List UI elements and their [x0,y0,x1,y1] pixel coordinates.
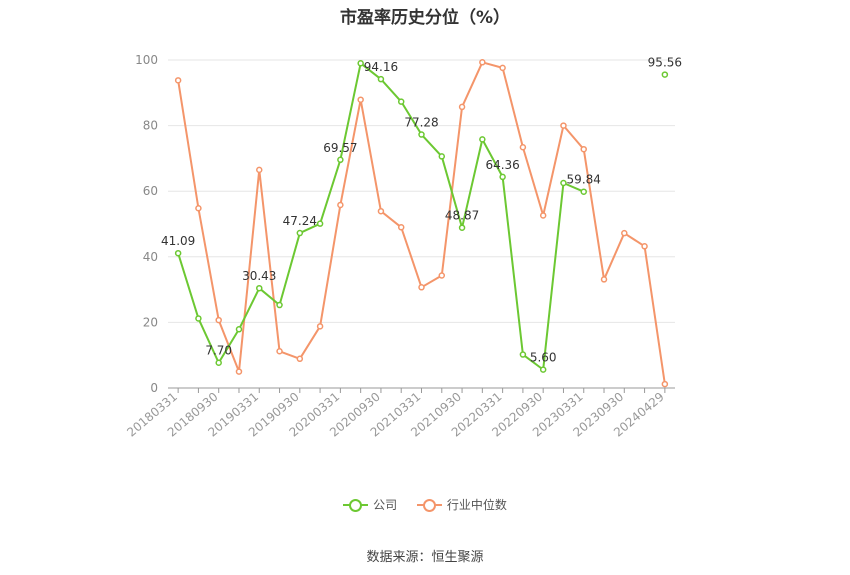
data-point [661,71,669,78]
data-point [337,201,344,209]
data-point [215,316,222,324]
data-point [377,207,385,215]
data-point [580,145,587,153]
data-point [337,156,344,164]
y-tick-label: 0 [150,381,158,395]
series-industry-median [174,59,669,388]
data-source-note: 数据来源：恒生聚源 [366,550,484,565]
data-point [458,103,466,111]
data-point [560,179,567,187]
data-point [195,315,202,322]
data-point [418,284,425,291]
data-label: 95.56 [648,56,682,70]
data-point [215,359,222,366]
data-point [499,173,506,181]
data-point [296,229,304,237]
y-tick-label: 60 [143,184,158,198]
series-layer [174,59,669,388]
data-point [377,75,385,83]
data-point [276,348,283,355]
legend: 公司 行业中位数 [0,496,850,515]
legend-label-industry-median: 行业中位数 [446,498,507,512]
data-point [316,220,324,227]
data-label: 59.84 [567,173,601,187]
data-labels: 41.09 7.70 30.43 47.24 69.57 94.16 77.28 48.87 6… [161,56,682,365]
data-label: 64.36 [485,158,519,172]
legend-swatch-industry-median [416,498,442,512]
x-axis-ticks: 2018033120180930201903312019093020200331… [124,388,667,440]
data-label: 48.87 [445,209,479,223]
data-label: 94.16 [364,60,398,74]
data-point [174,249,182,257]
data-point [174,77,182,84]
data-point [195,205,202,212]
legend-item-industry-median[interactable]: 行业中位数 [416,496,507,513]
y-tick-label: 100 [135,53,158,67]
series-line [177,61,666,385]
series-line [177,62,585,371]
data-point [458,224,466,231]
data-point [235,368,243,375]
data-point [641,243,648,250]
data-point [438,272,446,279]
data-label: 47.24 [283,214,317,228]
data-point [519,351,527,358]
data-point [539,212,547,219]
series-company [174,60,669,373]
data-point [499,64,506,72]
chart-title: 市盈率历史分位（%） [339,8,511,28]
data-label: 41.09 [161,234,195,248]
y-tick-label: 80 [143,119,158,133]
data-point [256,284,263,292]
data-point [397,224,405,231]
data-point [479,136,486,143]
data-point [357,96,364,103]
legend-swatch-company [343,498,369,512]
data-point [600,276,608,283]
legend-item-company[interactable]: 公司 [343,496,397,513]
y-tick-label: 20 [143,315,158,329]
data-point [519,143,527,151]
data-point [661,380,669,388]
data-point [276,301,283,309]
data-point [357,60,364,67]
y-axis-ticks: 0 20 40 60 80 100 [135,53,158,395]
y-tick-label: 40 [143,250,158,264]
data-point [296,355,304,363]
data-point [438,153,446,160]
data-point [580,188,587,195]
data-point [397,98,405,105]
data-point [560,122,567,129]
data-point [418,131,425,138]
data-point [256,166,263,174]
data-label: 77.28 [404,116,438,130]
data-label: 69.57 [323,141,357,155]
legend-label-company: 公司 [373,498,398,512]
data-point [235,326,243,333]
data-label: 7.70 [205,344,232,358]
data-point [316,323,324,330]
data-label: 5.60 [530,351,557,365]
data-label: 30.43 [242,269,276,283]
data-point [539,366,547,373]
data-point [621,229,628,237]
data-point [479,59,486,66]
